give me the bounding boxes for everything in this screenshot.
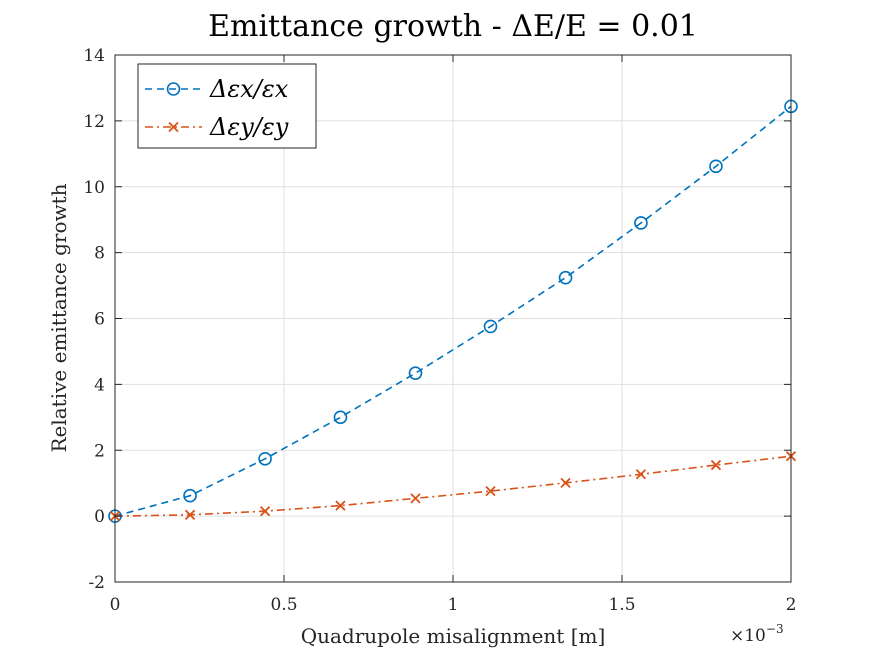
y-tick-label: 8 [94,244,105,264]
data-point-series-2 [184,509,196,520]
x-exponent-label: ×10−3 [730,622,784,646]
data-point-series-1 [408,366,423,380]
legend-marker-1 [166,82,181,96]
x-tick-label: 0.5 [270,595,297,615]
x-tick-label: 2 [786,595,797,615]
y-tick-label: 14 [83,46,105,66]
grid [115,55,791,582]
x-tick-label: 1.5 [608,595,635,615]
data-point-series-2 [560,477,571,488]
data-point-series-2 [635,469,647,480]
legend-marker-2-stroke [168,121,179,133]
x-tick-label: 1 [448,595,459,615]
x-tick-label: 0 [110,595,121,615]
legend-marker-2 [168,121,179,133]
x-axis-label: Quadrupole misalignment [m] [301,624,606,648]
y-tick-label: 10 [83,178,105,198]
legend-label-2: Δεy/εy [209,113,289,141]
y-tick-label: 6 [94,310,105,330]
data-point-series-2 [710,459,722,471]
legend-label-1: Δεx/εx [209,75,289,103]
y-tick-label: 0 [94,507,105,527]
data-point-series-2-stroke [485,485,496,497]
y-tick-label: 2 [94,441,105,461]
data-point-series-1 [558,270,573,285]
data-point-series-1 [183,488,197,503]
data-point-series-1 [333,410,348,425]
data-point-series-2-stroke [410,493,421,504]
data-point-series-2-stroke [710,459,722,471]
legend-box [137,63,317,149]
data-point-series-1 [634,216,648,230]
data-point-series-2-stroke [560,477,571,488]
chart-title: Emittance growth - ΔE/E = 0.01 [208,9,698,44]
data-point-series-2 [485,485,496,497]
data-point-series-1 [483,319,498,334]
series-line-1 [114,105,792,517]
y-axis-label: Relative emittance growth [47,183,71,452]
data-point-series-2 [410,493,421,504]
data-point-series-2-stroke [259,506,271,517]
series-layer [108,99,798,523]
y-tick-label: 4 [94,375,105,395]
data-point-series-2-stroke [635,469,647,480]
data-point-series-2 [259,506,271,517]
legend: Δεx/εx Δεy/εy [137,63,317,149]
data-point-series-2 [335,500,346,511]
data-point-series-1 [258,452,272,466]
data-point-series-2-stroke [335,500,346,511]
data-point-series-2-stroke [184,509,196,520]
y-tick-label: -2 [88,573,105,593]
series-line-2 [114,455,792,517]
data-point-series-1 [709,159,723,174]
y-tick-label: 12 [83,112,105,132]
